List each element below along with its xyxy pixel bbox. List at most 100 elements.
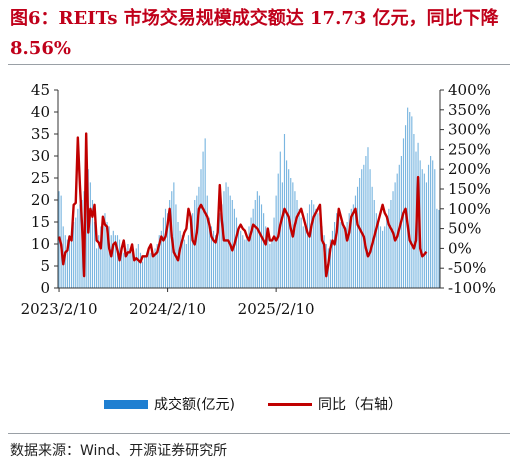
volume-bar [242,235,244,288]
x-tick-label: 2024/2/10 [129,300,206,318]
volume-bar [321,226,323,288]
volume-bar [77,208,79,288]
volume-bar [413,134,415,288]
right-tick-label: 50% [448,220,481,238]
right-tick-label: -100% [448,279,496,297]
volume-bar [154,248,156,288]
volume-bar [267,235,269,288]
volume-bar [386,217,388,288]
volume-bar [162,217,164,288]
volume-bar [152,257,154,288]
yoy-series-line [57,132,428,278]
volume-bar [112,230,114,288]
volume-bar [212,230,215,288]
volume-bar [294,191,296,288]
chart-area: 0 5 10 15 20 25 30 35 40 45 -100% -50% 0%50% 100% 150%… [21,81,496,318]
volume-bar [131,252,133,288]
volume-bar [396,173,398,288]
right-tick-label: 200% [448,160,491,178]
volume-bar [438,209,440,288]
volume-bar [217,222,219,288]
volume-bar [164,208,167,288]
volume-bar [129,248,131,288]
volume-bar [436,208,438,288]
volume-bar [208,217,210,288]
volume-bar [187,235,190,288]
volume-bar [375,213,377,288]
volume-bar [411,116,413,289]
volume-bar [215,235,217,288]
volume-bar [75,217,77,288]
volume-bar [265,226,267,288]
legend-line-swatch [268,402,312,406]
legend-label-yoy: 同比（右轴） [318,397,402,413]
volume-bar [89,182,91,288]
volume-bar [348,213,350,288]
right-tick-label: 0% [448,239,472,257]
volume-bar [246,235,248,288]
volume-bar [421,169,423,288]
volume-bar [388,208,390,288]
volume-bar [70,230,73,288]
volume-bar [427,164,430,288]
volume-bar [189,222,192,288]
volume-bar [85,178,87,288]
volume-bar [119,239,121,288]
right-tick-label: 150% [448,180,491,198]
volume-bar [227,186,229,288]
volume-bar [73,222,75,288]
x-tick-label: 2023/2/10 [21,300,98,318]
volume-bar [183,239,185,288]
left-tick-label: 10 [31,235,50,253]
left-tick-label: 45 [31,81,50,99]
volume-bar [271,239,273,288]
bars-layer [58,107,440,289]
volume-bar [367,147,369,288]
volume-bar [93,222,96,288]
volume-bar [121,248,123,288]
volume-bar [356,186,359,288]
volume-bar [173,182,175,288]
volume-bar [102,217,104,288]
volume-bar [185,244,187,288]
volume-bar [394,182,396,288]
volume-bar [269,244,271,288]
volume-bar [296,200,298,288]
right-tick-label: 250% [448,140,491,158]
volume-bar [275,195,277,288]
chart-title: 图6：REITs 市场交易规模成交额达 17.73 亿元，同比下降 8.56% [10,8,499,59]
volume-bar [300,217,302,288]
title-divider [8,64,510,65]
volume-bar [98,235,100,288]
right-tick-label: 100% [448,200,491,218]
volume-bar [430,156,432,288]
volume-bar [135,248,137,288]
volume-bar [148,248,150,288]
volume-bar [288,169,290,288]
volume-bar [248,226,250,288]
volume-bar [252,208,254,288]
volume-bar [260,204,263,288]
left-tick-label: 40 [31,103,50,121]
volume-bar [139,252,142,288]
volume-bar [137,244,139,288]
volume-bar [233,208,235,288]
right-tick-label: 400% [448,81,491,99]
volume-bar [221,204,223,288]
volume-bar [361,169,363,288]
left-tick-label: 20 [31,191,50,209]
volume-bar [432,160,434,288]
volume-bar [219,213,221,288]
volume-bar [298,208,300,288]
volume-bar [210,226,212,288]
volume-bar [160,230,162,288]
legend-label-volume: 成交额(亿元) [154,397,235,413]
volume-bar [181,235,183,288]
volume-bar [110,235,112,288]
volume-bar [409,112,411,288]
volume-bar [384,226,386,288]
volume-bar [125,248,127,288]
volume-bar [196,195,198,288]
volume-bar [192,213,194,288]
volume-bar [158,235,160,288]
